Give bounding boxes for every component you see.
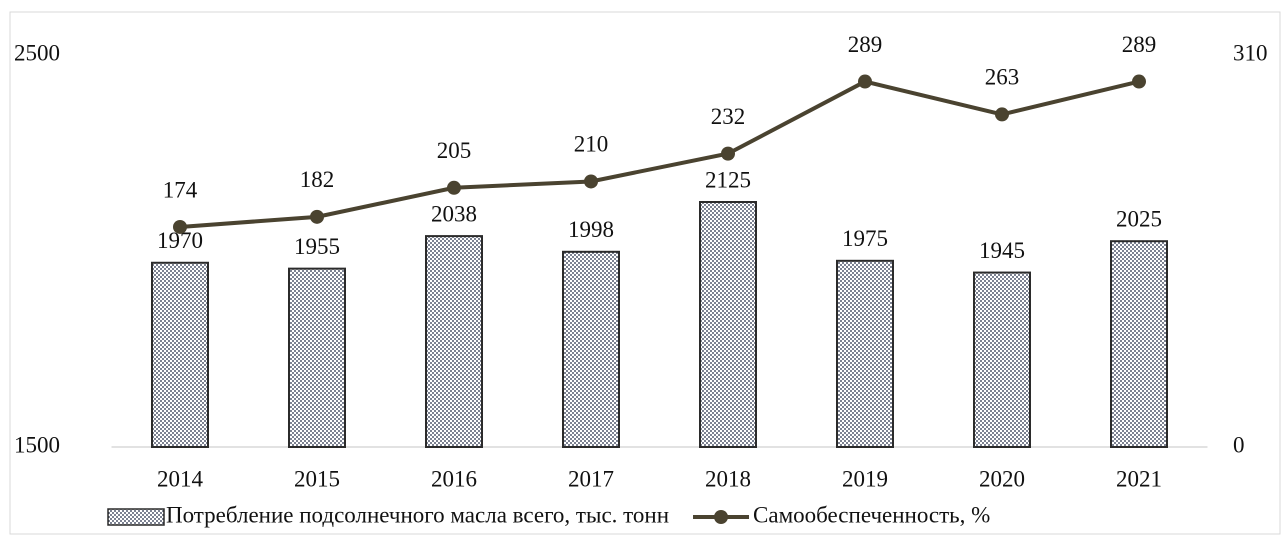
bar	[562, 250, 620, 448]
line-value-label: 289	[1122, 32, 1157, 57]
bar	[1110, 240, 1168, 448]
bar-value-label: 1955	[294, 234, 340, 259]
line-value-label: 289	[848, 32, 883, 57]
x-tick-label: 2014	[157, 466, 204, 491]
line-marker	[173, 219, 187, 234]
line-marker	[995, 107, 1009, 122]
bar	[973, 271, 1031, 448]
legend-label: Потребление подсолнечного масла всего, т…	[166, 502, 669, 527]
line-marker	[721, 146, 735, 161]
bar-value-label: 1975	[842, 226, 888, 251]
x-tick-label: 2016	[431, 466, 477, 491]
line-value-label: 174	[163, 177, 198, 202]
bar	[288, 267, 346, 449]
x-tick-label: 2017	[568, 466, 614, 491]
line-marker	[858, 74, 872, 89]
legend-swatch	[107, 508, 165, 526]
line-value-label: 205	[437, 138, 472, 163]
x-tick-label: 2021	[1116, 466, 1162, 491]
bar	[151, 261, 209, 449]
y2-tick-label: 310	[1233, 40, 1268, 65]
bar-value-label: 1998	[568, 217, 614, 242]
line-value-label: 182	[300, 167, 335, 192]
x-tick-label: 2018	[705, 466, 751, 491]
line-value-label: 232	[711, 104, 746, 129]
bar-value-label: 1945	[979, 238, 1025, 263]
line-marker	[310, 209, 324, 224]
y-tick-label: 2500	[14, 40, 60, 65]
chart-border	[9, 11, 1281, 535]
x-tick-label: 2020	[979, 466, 1025, 491]
bar	[425, 235, 483, 448]
line-value-label: 210	[574, 132, 609, 157]
bar-value-label: 2038	[431, 201, 477, 226]
bar	[699, 201, 757, 448]
line	[179, 79, 1140, 229]
x-tick-label: 2015	[294, 466, 340, 491]
line-marker	[584, 174, 598, 189]
line-marker	[447, 180, 461, 195]
bar-value-label: 2025	[1116, 206, 1162, 231]
line-value-label: 263	[985, 65, 1020, 90]
bar	[836, 259, 894, 448]
legend-marker	[714, 510, 729, 524]
y-tick-label: 1500	[14, 432, 60, 457]
bar-value-label: 2125	[705, 167, 751, 192]
line-marker	[1132, 74, 1146, 89]
y2-tick-label: 0	[1233, 432, 1245, 457]
x-tick-label: 2019	[842, 466, 888, 491]
legend-label: Самообеспеченность, %	[753, 502, 990, 527]
